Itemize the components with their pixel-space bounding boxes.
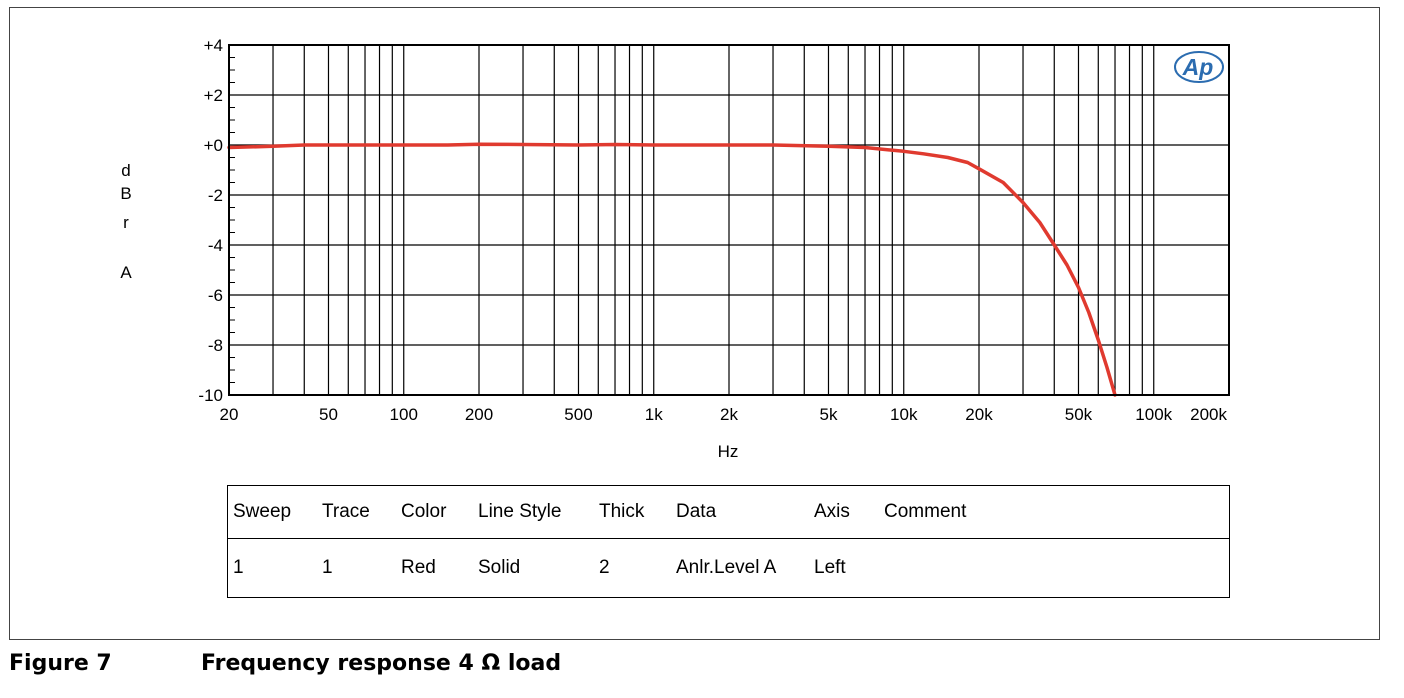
y-tick-label: -8 <box>208 336 223 355</box>
legend-header-cell: Thick <box>594 485 671 540</box>
legend-header-cell: Trace <box>317 485 396 540</box>
x-tick-label: 20 <box>220 405 239 424</box>
y-axis-label-char: A <box>120 263 132 282</box>
x-tick-label: 200k <box>1190 405 1227 424</box>
legend-cell: 1 <box>322 557 333 579</box>
legend-cell: Left <box>814 557 846 579</box>
y-axis-label-char: r <box>123 213 129 232</box>
figure-label: Figure 7 <box>9 651 112 676</box>
legend-row: 1 1 Red Solid 2 Anlr.Level A Left <box>228 539 1230 598</box>
y-axis-label-char: B <box>120 184 131 203</box>
x-tick-label: 50k <box>1065 405 1093 424</box>
x-axis-label: Hz <box>718 442 739 461</box>
legend-cell: Solid <box>478 557 521 579</box>
plot-area <box>228 44 1230 396</box>
y-tick-label: +2 <box>204 86 223 105</box>
legend-header-row: Sweep Trace Color Line Style Thick Data … <box>227 485 1230 540</box>
y-axis-label-char: d <box>121 161 130 180</box>
ap-logo: Ap <box>1174 51 1224 83</box>
legend-header-cell: Axis <box>809 485 879 540</box>
legend-header-cell: Data <box>671 485 809 540</box>
y-tick-label: -10 <box>198 386 223 405</box>
x-tick-label: 2k <box>720 405 738 424</box>
legend-cell: Anlr.Level A <box>676 557 777 579</box>
x-tick-label: 50 <box>319 405 338 424</box>
y-tick-label: +0 <box>204 136 223 155</box>
x-tick-label: 1k <box>645 405 663 424</box>
chart-frame <box>9 7 1380 640</box>
legend-cell <box>879 539 1230 598</box>
frequency-response-chart: +4 +2 +0 -2 -4 -6 -8 -10 20 50 100 200 500 1k 2k 5k 10k… <box>120 36 1230 461</box>
legend-cell: 2 <box>599 557 610 579</box>
x-tick-label: 500 <box>564 405 592 424</box>
grid <box>229 44 1229 396</box>
svg-text:Ap: Ap <box>1182 54 1214 80</box>
y-tick-label: -6 <box>208 286 223 305</box>
x-tick-label: 5k <box>820 405 838 424</box>
legend-cell: Red <box>401 557 436 579</box>
x-tick-label: 10k <box>890 405 918 424</box>
legend-header-cell: Line Style <box>473 485 594 540</box>
figure-title: Frequency response 4 Ω load <box>201 651 562 676</box>
y-tick-label: -4 <box>208 236 223 255</box>
legend-cell: 1 <box>233 557 244 579</box>
legend-header-cell: Color <box>396 485 473 540</box>
x-tick-label: 200 <box>465 405 493 424</box>
x-tick-label: 100k <box>1135 405 1172 424</box>
y-axis-label: dBr A <box>120 161 132 282</box>
x-axis-ticks: 20 50 100 200 500 1k 2k 5k 10k 20k 50k 100k 200k <box>220 405 1228 424</box>
y-axis-ticks: +4 +2 +0 -2 -4 -6 -8 -10 <box>198 36 239 405</box>
legend-header-cell: Sweep <box>227 485 317 540</box>
y-tick-label: -2 <box>208 186 223 205</box>
x-tick-label: 100 <box>390 405 418 424</box>
x-tick-label: 20k <box>965 405 993 424</box>
series-line <box>227 142 1117 397</box>
legend-header-cell: Comment <box>879 485 1230 540</box>
y-tick-label: +4 <box>204 36 223 55</box>
series <box>227 142 1117 397</box>
legend-table: Sweep Trace Color Line Style Thick Data … <box>227 485 1230 598</box>
